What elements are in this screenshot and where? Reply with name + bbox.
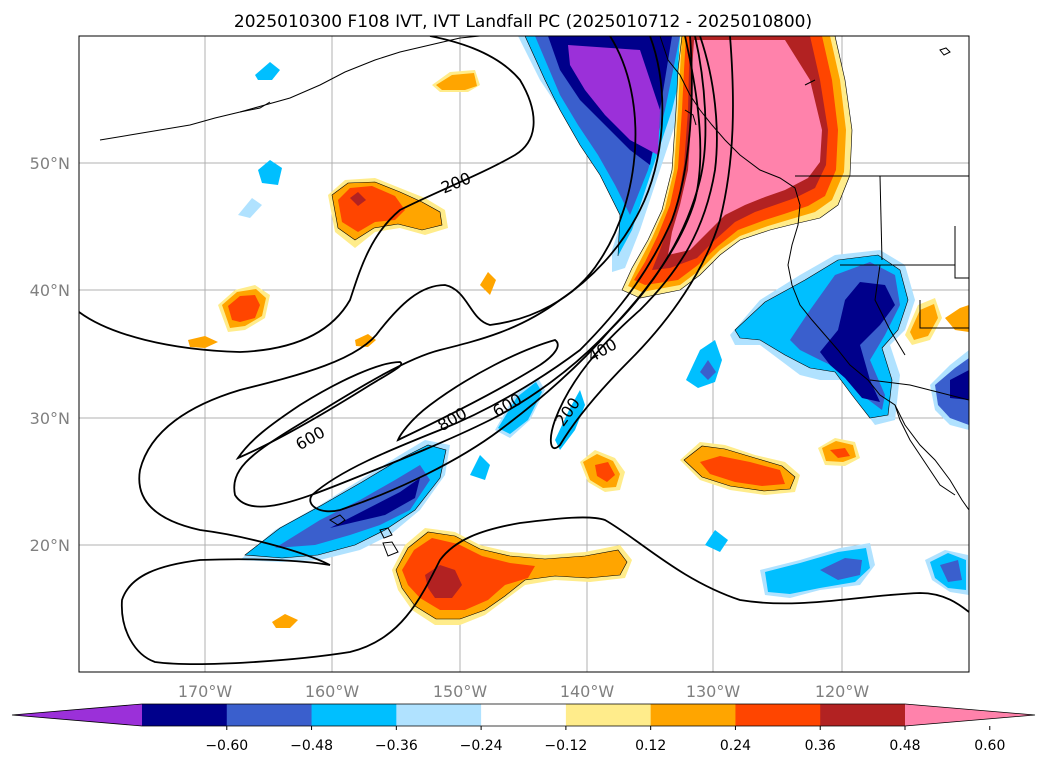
- colorbar-tick-label: 0.12: [635, 738, 666, 754]
- colorbar-segment: [226, 704, 313, 726]
- colorbar-tick-label: −0.60: [205, 738, 248, 754]
- ivt-contour-200-east: [549, 36, 734, 450]
- colorbar-tick-label: 0.24: [720, 738, 751, 754]
- lat-label-30n: 30°N: [30, 409, 70, 428]
- coastlines: [99, 36, 969, 557]
- coast-north-america: [659, 36, 969, 511]
- map-panel: 200 200 400 600 600 800: [79, 36, 969, 672]
- colorbar-tick-label: −0.12: [544, 738, 587, 754]
- colorbar-segment: [565, 704, 652, 726]
- map-frame: [78, 35, 970, 673]
- colorbar-segment: [650, 704, 736, 726]
- coast-hawaii: [328, 514, 346, 526]
- colorbar-segment: [396, 704, 482, 726]
- ivt-contour-200-outer: [79, 36, 535, 353]
- lon-label-150w: 150°W: [433, 682, 488, 701]
- lon-label-140w: 140°W: [560, 682, 615, 701]
- colorbar-outline: [11, 703, 1036, 727]
- lon-label-170w: 170°W: [178, 682, 233, 701]
- lon-label-160w: 160°W: [305, 682, 360, 701]
- colorbar-segment: [481, 704, 567, 726]
- lat-label-40n: 40°N: [30, 281, 70, 300]
- lat-label-50n: 50°N: [30, 154, 70, 173]
- latitude-labels: 50°N 40°N 30°N 20°N: [30, 154, 70, 555]
- colorbar-tick-label: 0.60: [974, 738, 1005, 754]
- colorbar-extend-low: [12, 704, 142, 726]
- lon-label-120w: 120°W: [815, 682, 870, 701]
- ivt-contour-600-west: [235, 361, 403, 461]
- colorbar-tick-label: 0.36: [805, 738, 836, 754]
- colorbar-tick-label: −0.36: [375, 738, 418, 754]
- figure-title: 2025010300 F108 IVT, IVT Landfall PC (20…: [234, 12, 812, 32]
- longitude-labels: 170°W 160°W 150°W 140°W 130°W 120°W: [178, 682, 870, 701]
- colorbar-segment: [735, 704, 821, 726]
- ivt-contours: [79, 36, 969, 665]
- ivt-contour-800: [396, 339, 559, 442]
- colorbar: −0.60 −0.48 −0.36 −0.24 −0.12 0.12 0.24 0.36 0.4…: [11, 703, 1036, 754]
- lon-label-130w: 130°W: [686, 682, 741, 701]
- colorbar-segment: [142, 704, 228, 726]
- coast-alaska: [99, 36, 481, 141]
- colorbar-segment: [820, 704, 906, 726]
- ivt-contour-200-jet: [138, 36, 637, 566]
- colorbar-segment: [311, 704, 397, 726]
- ivt-contour-200-lower: [121, 516, 969, 665]
- colorbar-tick-label: 0.48: [889, 738, 920, 754]
- colorbar-tick-label: −0.24: [460, 738, 503, 754]
- ivt-contour-600: [309, 36, 707, 513]
- lat-label-20n: 20°N: [30, 536, 70, 555]
- colorbar-extend-high: [905, 704, 1035, 726]
- colorbar-tick-label: −0.48: [290, 738, 333, 754]
